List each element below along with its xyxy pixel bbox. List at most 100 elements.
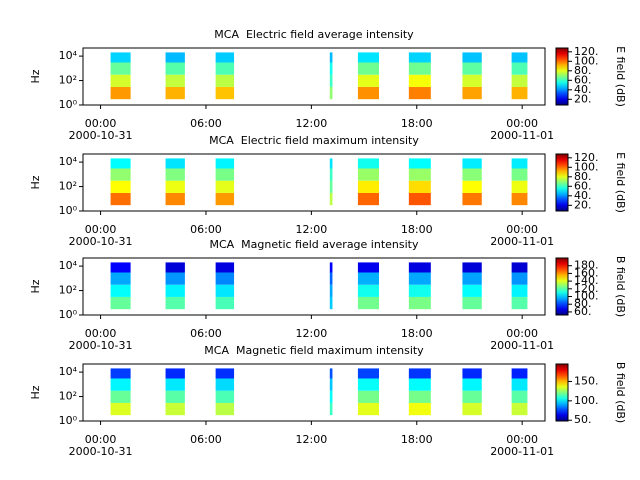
x-tick-label: 18:00 bbox=[401, 327, 433, 340]
spectrogram-cell bbox=[165, 158, 185, 169]
spectrogram-cell bbox=[110, 284, 131, 297]
x-tick-label: 18:00 bbox=[401, 117, 433, 130]
y-tick-label: 10⁰ bbox=[59, 98, 78, 111]
spectrogram-cell bbox=[511, 262, 528, 273]
x-tick-label: 12:00 bbox=[296, 223, 328, 236]
spectrogram-cell bbox=[462, 168, 482, 181]
y-axis-label: Hz bbox=[29, 385, 42, 399]
y-axis-label: Hz bbox=[29, 69, 42, 83]
spectrogram-cell bbox=[462, 402, 482, 416]
colorbar-tick-label: 60. bbox=[574, 305, 592, 318]
spectrogram-cell bbox=[215, 284, 235, 297]
spectrogram-cell bbox=[165, 368, 185, 379]
spectrogram-cell bbox=[110, 168, 131, 181]
x-tick-label: 00:00 bbox=[85, 223, 117, 236]
spectrogram-cell bbox=[462, 296, 482, 310]
spectrogram-cell bbox=[357, 158, 379, 169]
spectrogram-cell bbox=[357, 272, 379, 285]
spectrogram-cell bbox=[357, 296, 379, 310]
spectrogram-cell bbox=[408, 368, 431, 379]
spectrogram-cell bbox=[357, 74, 379, 87]
spectrogram-cell bbox=[462, 52, 482, 63]
spectrogram-cell bbox=[511, 378, 528, 391]
colorbar-tick-label: 120. bbox=[574, 45, 599, 58]
y-tick-label: 10⁴ bbox=[59, 49, 78, 62]
y-tick-label: 10² bbox=[59, 180, 77, 193]
x-tick-label: 00:00 bbox=[506, 117, 538, 130]
spectrogram-cell bbox=[462, 272, 482, 285]
spectrogram-cell bbox=[511, 74, 528, 87]
x-tick-label: 12:00 bbox=[296, 327, 328, 340]
colorbar-tick-label: 100. bbox=[574, 160, 599, 173]
x-tick-label: 06:00 bbox=[190, 327, 222, 340]
spectrogram-cell bbox=[462, 158, 482, 169]
spectrogram-cell bbox=[329, 368, 333, 379]
spectrogram-cell bbox=[165, 192, 185, 206]
y-tick-label: 10⁴ bbox=[59, 259, 78, 272]
spectrogram-cell bbox=[329, 378, 333, 391]
spectrogram-cell bbox=[215, 52, 235, 63]
colorbar-tick-label: 20. bbox=[574, 198, 592, 211]
spectrogram-cell bbox=[329, 74, 333, 87]
spectrogram-cell bbox=[110, 192, 131, 206]
spectrogram-cell bbox=[408, 62, 431, 75]
spectrogram-cell bbox=[462, 390, 482, 403]
spectrogram-cell bbox=[215, 74, 235, 87]
spectrogram-cell bbox=[408, 180, 431, 193]
spectrogram-cell bbox=[511, 368, 528, 379]
spectrogram-cell bbox=[165, 272, 185, 285]
spectrogram-cell bbox=[511, 390, 528, 403]
spectrogram-cell bbox=[329, 168, 333, 181]
spectrogram-cell bbox=[329, 192, 333, 206]
spectrogram-cell bbox=[165, 86, 185, 100]
spectrogram-cell bbox=[462, 86, 482, 100]
spectrogram-cell bbox=[329, 180, 333, 193]
spectrogram-cell bbox=[329, 284, 333, 297]
colorbar-tick-label: 20. bbox=[574, 92, 592, 105]
spectrogram-cell bbox=[462, 74, 482, 87]
x-tick-label: 12:00 bbox=[296, 117, 328, 130]
spectrogram-cell bbox=[408, 168, 431, 181]
spectrogram-cell bbox=[110, 158, 131, 169]
x-tick-label: 06:00 bbox=[190, 433, 222, 446]
spectrogram-cell bbox=[165, 390, 185, 403]
plot-frame bbox=[82, 363, 546, 422]
spectrogram-cell bbox=[462, 378, 482, 391]
spectrogram-cell bbox=[329, 158, 333, 169]
colorbar-tick-label: 150. bbox=[574, 374, 599, 387]
colorbar-tick-label: 50. bbox=[574, 413, 592, 426]
spectrogram-cell bbox=[462, 180, 482, 193]
spectrogram-cell bbox=[329, 296, 333, 310]
colorbar bbox=[555, 257, 569, 316]
panel-title: MCA Magnetic field maximum intensity bbox=[204, 344, 424, 357]
panel-title: MCA Electric field maximum intensity bbox=[209, 134, 419, 147]
spectrogram-cell bbox=[408, 378, 431, 391]
colorbar bbox=[555, 363, 569, 422]
spectrogram-cell bbox=[165, 168, 185, 181]
x-tick-label: 00:00 bbox=[506, 433, 538, 446]
spectrogram-cell bbox=[165, 62, 185, 75]
spectrogram-cell bbox=[215, 368, 235, 379]
date-label: 2000-11-01 bbox=[490, 129, 554, 142]
colorbar-label: E field (dB) bbox=[614, 46, 627, 107]
x-tick-label: 00:00 bbox=[85, 117, 117, 130]
y-tick-label: 10² bbox=[59, 390, 77, 403]
spectrogram-cell bbox=[462, 62, 482, 75]
spectrogram-cell bbox=[165, 284, 185, 297]
panel-title: MCA Magnetic field average intensity bbox=[209, 238, 418, 251]
colorbar-label: B field (dB) bbox=[614, 362, 627, 423]
spectrogram-cell bbox=[511, 158, 528, 169]
spectrogram-cell bbox=[215, 158, 235, 169]
spectrogram-cell bbox=[215, 168, 235, 181]
spectrogram-cell bbox=[408, 390, 431, 403]
colorbar-tick-label: 40. bbox=[574, 189, 592, 202]
spectrogram-cell bbox=[511, 272, 528, 285]
spectrogram-cell bbox=[215, 390, 235, 403]
spectrogram-cell bbox=[329, 402, 333, 416]
spectrogram-cell bbox=[165, 378, 185, 391]
spectrogram-cell bbox=[408, 272, 431, 285]
spectrogram-cell bbox=[215, 86, 235, 100]
spectrogram-cell bbox=[215, 62, 235, 75]
